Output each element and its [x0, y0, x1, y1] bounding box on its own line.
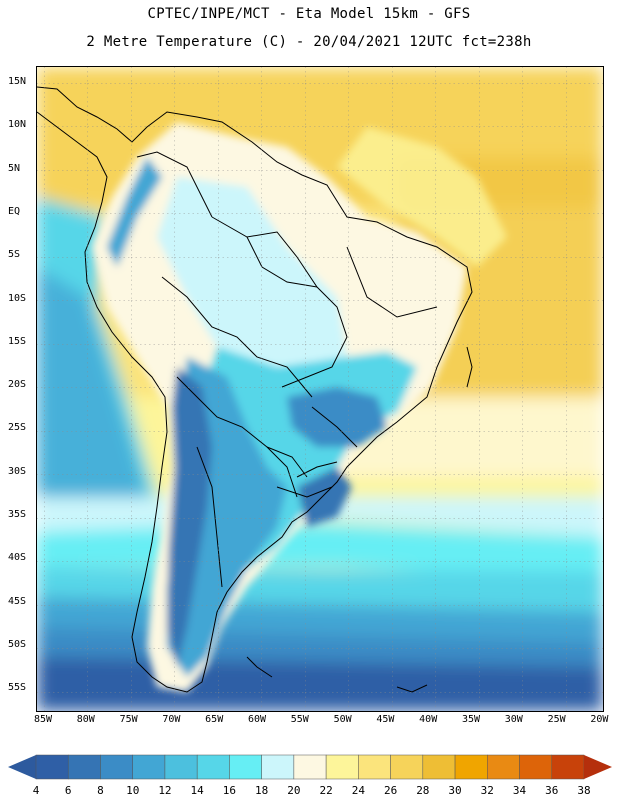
colorbar-swatch [454, 754, 488, 780]
temperature-map [36, 66, 604, 712]
lat-tick-label: 30S [8, 465, 27, 477]
lon-tick-label: 65W [205, 714, 224, 725]
lon-tick-label: 20W [590, 714, 609, 725]
lon-tick-label: 60W [247, 714, 267, 725]
colorbar-swatch [132, 754, 166, 780]
map-title-line2: 2 Metre Temperature (C) - 20/04/2021 12U… [86, 34, 532, 50]
colorbar-swatch [229, 754, 262, 780]
colorbar-swatch [261, 754, 295, 780]
lon-tick-label: 85W [33, 714, 53, 725]
lon-tick-label: 25W [547, 714, 566, 725]
colorbar-label: 28 [416, 784, 430, 797]
lon-tick-label: 35W [461, 714, 481, 725]
lon-tick-label: 40W [419, 714, 438, 725]
colorbar-label: 10 [126, 784, 140, 797]
lat-tick-label: 35S [8, 509, 27, 520]
colorbar-label: 22 [319, 784, 333, 797]
colorbar-label: 36 [545, 784, 559, 797]
colorbar-swatch [487, 754, 520, 780]
colorbar-label: 32 [480, 784, 494, 797]
map-canvas [37, 67, 603, 711]
map-title-line1: CPTEC/INPE/MCT - Eta Model 15km - GFS [147, 6, 471, 22]
lon-tick-label: 55W [290, 714, 309, 725]
colorbar-swatch [164, 754, 198, 780]
graticule-grid [37, 67, 603, 711]
lat-tick-label: 10N [8, 119, 27, 131]
colorbar-swatch [196, 754, 230, 780]
colorbar-label: 26 [383, 784, 398, 797]
lat-tick-label: 25S [8, 422, 27, 434]
lon-tick-label: 70W [162, 714, 181, 725]
colorbar-high-arrow [584, 755, 612, 779]
lat-tick-label: 10S [8, 292, 27, 304]
lon-tick-label: 75W [119, 714, 138, 725]
colorbar-label: 8 [97, 784, 104, 797]
colorbar-label: 30 [448, 784, 462, 797]
colorbar-label: 24 [351, 784, 365, 797]
colorbar-low-arrow [8, 755, 36, 779]
colorbar-swatch [358, 754, 391, 780]
temperature-colorbar [8, 754, 612, 780]
colorbar-label: 16 [222, 784, 237, 797]
colorbar-swatch [35, 754, 69, 780]
lat-tick-label: 45S [8, 595, 27, 607]
lat-tick-label: 40S [8, 552, 27, 564]
lat-tick-label: 55S [8, 682, 27, 694]
lat-tick-label: 5N [8, 162, 21, 174]
lon-tick-label: 30W [504, 714, 523, 725]
colorbar-label: 20 [287, 784, 301, 797]
colorbar-label: 14 [190, 784, 204, 797]
lat-tick-label: 5S [8, 249, 21, 261]
lon-tick-label: 45W [376, 714, 395, 725]
lon-tick-label: 50W [333, 714, 352, 725]
lat-tick-label: EQ [8, 205, 21, 217]
lat-tick-label: 15N [8, 76, 27, 87]
colorbar-label: 38 [577, 784, 591, 797]
lat-tick-label: 15S [8, 335, 27, 347]
colorbar-label: 18 [255, 784, 269, 797]
colorbar-label: 4 [32, 784, 40, 797]
colorbar-swatch [67, 754, 101, 780]
lon-tick-label: 80W [76, 714, 95, 725]
colorbar-label: 34 [512, 784, 527, 797]
colorbar-swatch [293, 754, 327, 780]
colorbar-label: 12 [158, 784, 172, 797]
lat-tick-label: 50S [8, 638, 27, 650]
colorbar-swatch [390, 754, 424, 780]
colorbar-swatch [551, 754, 585, 780]
colorbar-swatch [519, 754, 553, 780]
lat-tick-label: 20S [8, 379, 27, 391]
colorbar-label: 6 [64, 784, 72, 797]
colorbar-swatch [325, 754, 359, 780]
colorbar-swatch [100, 754, 133, 780]
colorbar-swatch [422, 754, 456, 780]
